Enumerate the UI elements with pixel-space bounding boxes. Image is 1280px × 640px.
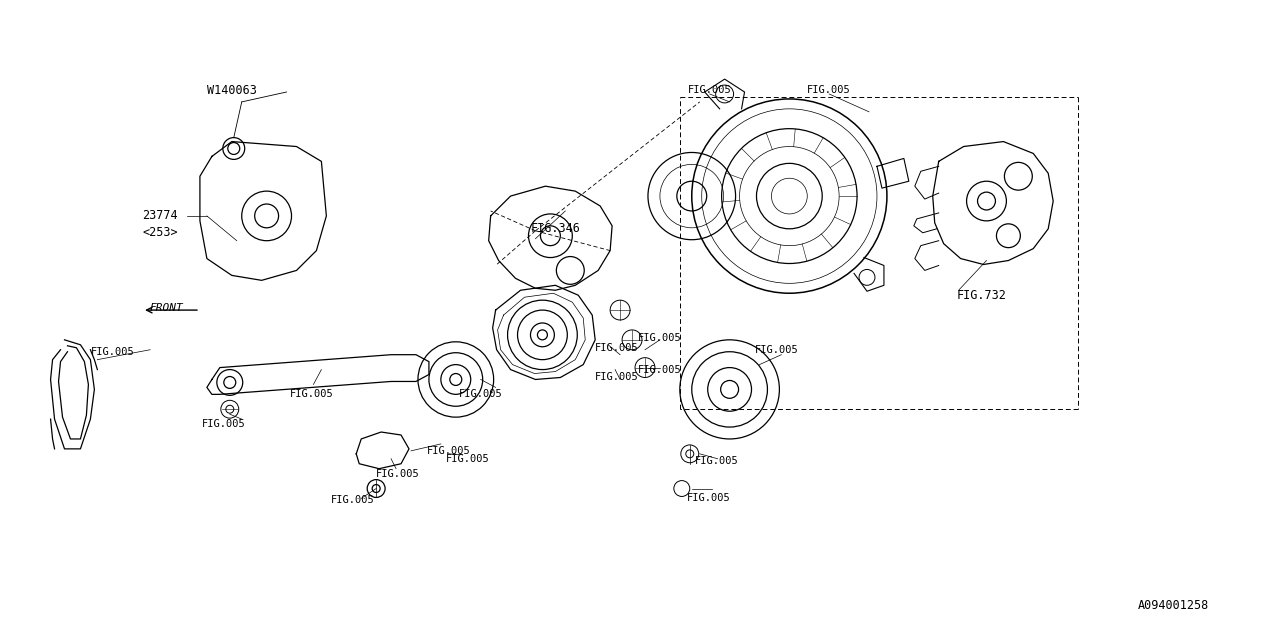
Text: FIG.005: FIG.005 [376,468,420,479]
Text: FIG.005: FIG.005 [458,389,503,399]
Text: FIG.005: FIG.005 [202,419,246,429]
Text: FIG.005: FIG.005 [695,456,739,466]
Text: FIG.005: FIG.005 [687,85,732,95]
Text: A094001258: A094001258 [1138,599,1210,612]
Text: FIG.005: FIG.005 [595,372,639,383]
Text: FIG.005: FIG.005 [637,333,682,343]
Text: FRONT: FRONT [150,303,183,313]
Text: FIG.005: FIG.005 [445,454,489,464]
Text: FIG.005: FIG.005 [332,495,375,506]
Text: FIG.005: FIG.005 [808,85,851,95]
Text: FIG.732: FIG.732 [956,289,1006,301]
Text: <253>: <253> [142,227,178,239]
Text: FIG.005: FIG.005 [754,345,799,355]
Text: FIG.005: FIG.005 [637,365,682,374]
Text: FIG.005: FIG.005 [428,446,471,456]
Text: FIG.005: FIG.005 [91,347,134,356]
Text: FIG.005: FIG.005 [595,343,639,353]
Text: FIG.346: FIG.346 [530,222,580,236]
Text: FIG.005: FIG.005 [687,493,731,504]
Text: FIG.005: FIG.005 [289,389,333,399]
Text: W140063: W140063 [207,83,257,97]
Text: 23774: 23774 [142,209,178,223]
